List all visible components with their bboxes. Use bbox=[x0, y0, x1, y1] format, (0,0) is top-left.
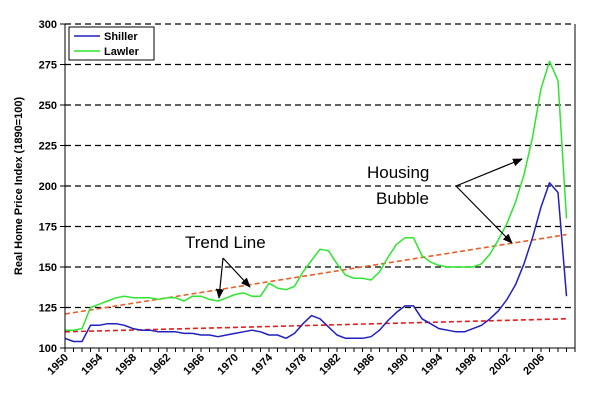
grid-lines bbox=[65, 23, 575, 309]
y-tick-label: 125 bbox=[39, 303, 57, 315]
y-tick-label: 175 bbox=[39, 222, 57, 234]
y-tick-label: 200 bbox=[39, 181, 57, 193]
arrow-trend-lower bbox=[215, 257, 224, 299]
x-tick-label: 1958 bbox=[113, 352, 139, 378]
series-line-trend-line-2 bbox=[64, 233, 567, 315]
arrow-bubble-to-shiller bbox=[455, 185, 513, 244]
annotation-trend-line: Trend Line bbox=[185, 233, 266, 299]
x-tick-label: 1954 bbox=[79, 351, 105, 377]
x-tick-label: 1990 bbox=[385, 352, 411, 378]
annotation-bubble: Bubble bbox=[376, 189, 429, 208]
y-tick-labels: 100 125 150 175 200 225 250 275 300 bbox=[39, 19, 57, 355]
arrow-trend-upper bbox=[222, 257, 251, 288]
legend: Shiller Lawler bbox=[68, 26, 155, 61]
series-line-shiller bbox=[64, 182, 568, 343]
x-tick-label: 1978 bbox=[283, 352, 309, 378]
y-axis-title: Real Home Price Index (1890=100) bbox=[13, 97, 25, 276]
y-tick-label: 300 bbox=[39, 19, 57, 31]
x-tick-label: 2006 bbox=[521, 352, 547, 378]
series-line-lawler bbox=[65, 60, 568, 331]
x-tick-label: 1950 bbox=[45, 352, 71, 378]
x-tick-label: 1966 bbox=[181, 352, 207, 378]
y-tick-label: 225 bbox=[39, 141, 57, 153]
x-tick-label: 1970 bbox=[215, 352, 241, 378]
x-tick-label: 1974 bbox=[249, 351, 275, 377]
data-series bbox=[64, 60, 568, 343]
arrow-housing-to-lawler bbox=[455, 158, 523, 187]
x-tick-labels: 1950 1954 1958 1962 1966 1970 1974 1978 1982 1986… bbox=[45, 351, 547, 377]
x-tick-label: 1998 bbox=[453, 352, 479, 378]
y-tick-label: 150 bbox=[39, 262, 57, 274]
x-tick-label: 1982 bbox=[317, 352, 343, 378]
annotation-housing: Housing bbox=[367, 163, 429, 182]
axes bbox=[60, 23, 576, 352]
annotation-housing-bubble: Housing Bubble bbox=[367, 158, 523, 244]
x-tick-label: 2002 bbox=[487, 352, 513, 378]
annotation-trend: Trend Line bbox=[185, 233, 266, 252]
x-tick-label: 1962 bbox=[147, 352, 173, 378]
y-tick-label: 250 bbox=[39, 100, 57, 112]
legend-label-shiller: Shiller bbox=[104, 31, 138, 43]
y-tick-label: 100 bbox=[39, 343, 57, 355]
legend-label-lawler: Lawler bbox=[104, 46, 140, 58]
x-tick-label: 1986 bbox=[351, 352, 377, 378]
y-tick-label: 275 bbox=[39, 60, 57, 72]
legend-box bbox=[68, 26, 155, 61]
x-tick-label: 1994 bbox=[419, 351, 445, 377]
